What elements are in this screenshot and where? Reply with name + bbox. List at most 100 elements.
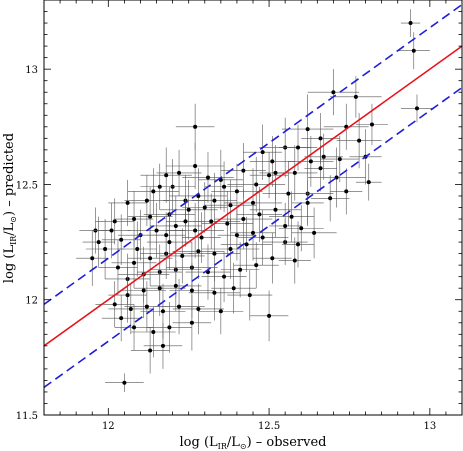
data-point xyxy=(105,373,144,392)
point-marker xyxy=(218,309,223,314)
data-point xyxy=(172,223,225,279)
data-point xyxy=(307,69,360,116)
point-marker xyxy=(154,228,159,233)
data-point xyxy=(249,136,295,187)
point-marker xyxy=(244,242,249,247)
data-point xyxy=(304,145,337,192)
data-point xyxy=(166,142,225,190)
point-marker xyxy=(148,256,153,261)
data-point xyxy=(220,216,273,273)
data-point xyxy=(211,262,257,314)
point-marker xyxy=(241,168,246,173)
data-point xyxy=(156,149,202,196)
point-marker xyxy=(234,189,239,194)
point-marker xyxy=(328,196,333,201)
y-tick-label: 12 xyxy=(25,296,38,307)
point-marker xyxy=(305,200,310,205)
point-marker xyxy=(199,235,204,240)
point-marker xyxy=(212,251,217,256)
point-marker xyxy=(167,240,172,245)
data-point xyxy=(291,179,324,226)
point-marker xyxy=(270,159,275,164)
x-axis-label: log (LIR/L⊙) – observed xyxy=(180,435,327,451)
point-marker xyxy=(296,145,301,150)
point-marker xyxy=(414,106,419,111)
data-point xyxy=(278,237,311,284)
data-point xyxy=(175,103,215,150)
point-marker xyxy=(148,348,153,353)
point-marker xyxy=(125,200,130,205)
data-point xyxy=(108,283,154,335)
point-marker xyxy=(270,256,275,261)
point-marker xyxy=(202,205,207,210)
data-point xyxy=(288,136,334,187)
data-point xyxy=(101,295,141,342)
point-marker xyxy=(260,150,265,155)
point-marker xyxy=(299,226,304,231)
point-marker xyxy=(318,136,323,141)
point-marker xyxy=(119,237,124,242)
point-marker xyxy=(112,302,117,307)
data-point xyxy=(82,216,115,268)
point-marker xyxy=(408,21,413,26)
data-point xyxy=(172,295,212,351)
y-tick-label: 13 xyxy=(25,65,38,76)
data-point xyxy=(249,182,302,238)
data-point xyxy=(130,306,176,358)
data-point xyxy=(169,168,228,224)
point-marker xyxy=(257,212,262,217)
point-marker xyxy=(222,274,227,279)
data-point xyxy=(111,237,157,289)
point-marker xyxy=(369,122,374,127)
point-marker xyxy=(212,290,217,295)
data-point xyxy=(236,209,289,266)
data-point xyxy=(76,230,109,286)
data-point xyxy=(355,163,382,201)
data-point xyxy=(400,94,434,123)
point-marker xyxy=(251,230,255,235)
dashed-envelope-line xyxy=(44,86,463,388)
point-marker xyxy=(189,320,194,325)
ticks-layer xyxy=(43,0,463,416)
data-point xyxy=(95,198,135,245)
point-marker xyxy=(144,304,149,309)
dashed-envelope-line xyxy=(44,3,463,305)
point-marker xyxy=(173,223,178,228)
point-marker xyxy=(167,325,172,330)
point-marker xyxy=(148,214,153,219)
data-point xyxy=(101,214,141,266)
point-marker xyxy=(109,228,114,233)
point-marker xyxy=(283,223,288,228)
data-point xyxy=(124,175,170,226)
point-marker xyxy=(132,260,137,265)
data-point xyxy=(172,283,225,335)
point-marker xyxy=(186,207,191,212)
point-marker xyxy=(141,288,146,293)
data-point xyxy=(204,161,244,213)
point-marker xyxy=(209,219,214,224)
data-point xyxy=(211,163,263,220)
data-point xyxy=(230,205,276,261)
data-point xyxy=(150,260,202,312)
data-point xyxy=(92,202,131,259)
point-marker xyxy=(222,184,227,189)
data-point xyxy=(127,168,180,215)
point-marker xyxy=(132,217,137,222)
point-marker xyxy=(267,173,272,178)
x-tick-label: 12 xyxy=(102,421,115,432)
point-marker xyxy=(344,189,349,194)
point-marker xyxy=(160,343,165,348)
point-marker xyxy=(196,306,201,311)
point-marker xyxy=(228,203,233,208)
point-marker xyxy=(205,175,210,180)
data-point xyxy=(227,156,286,213)
data-point xyxy=(249,290,289,342)
point-marker xyxy=(267,313,272,318)
x-tick-label: 13 xyxy=(423,421,436,432)
data-point xyxy=(166,195,205,247)
point-marker xyxy=(144,198,149,203)
point-marker xyxy=(193,124,198,129)
points-layer xyxy=(76,9,434,392)
point-marker xyxy=(238,267,243,272)
